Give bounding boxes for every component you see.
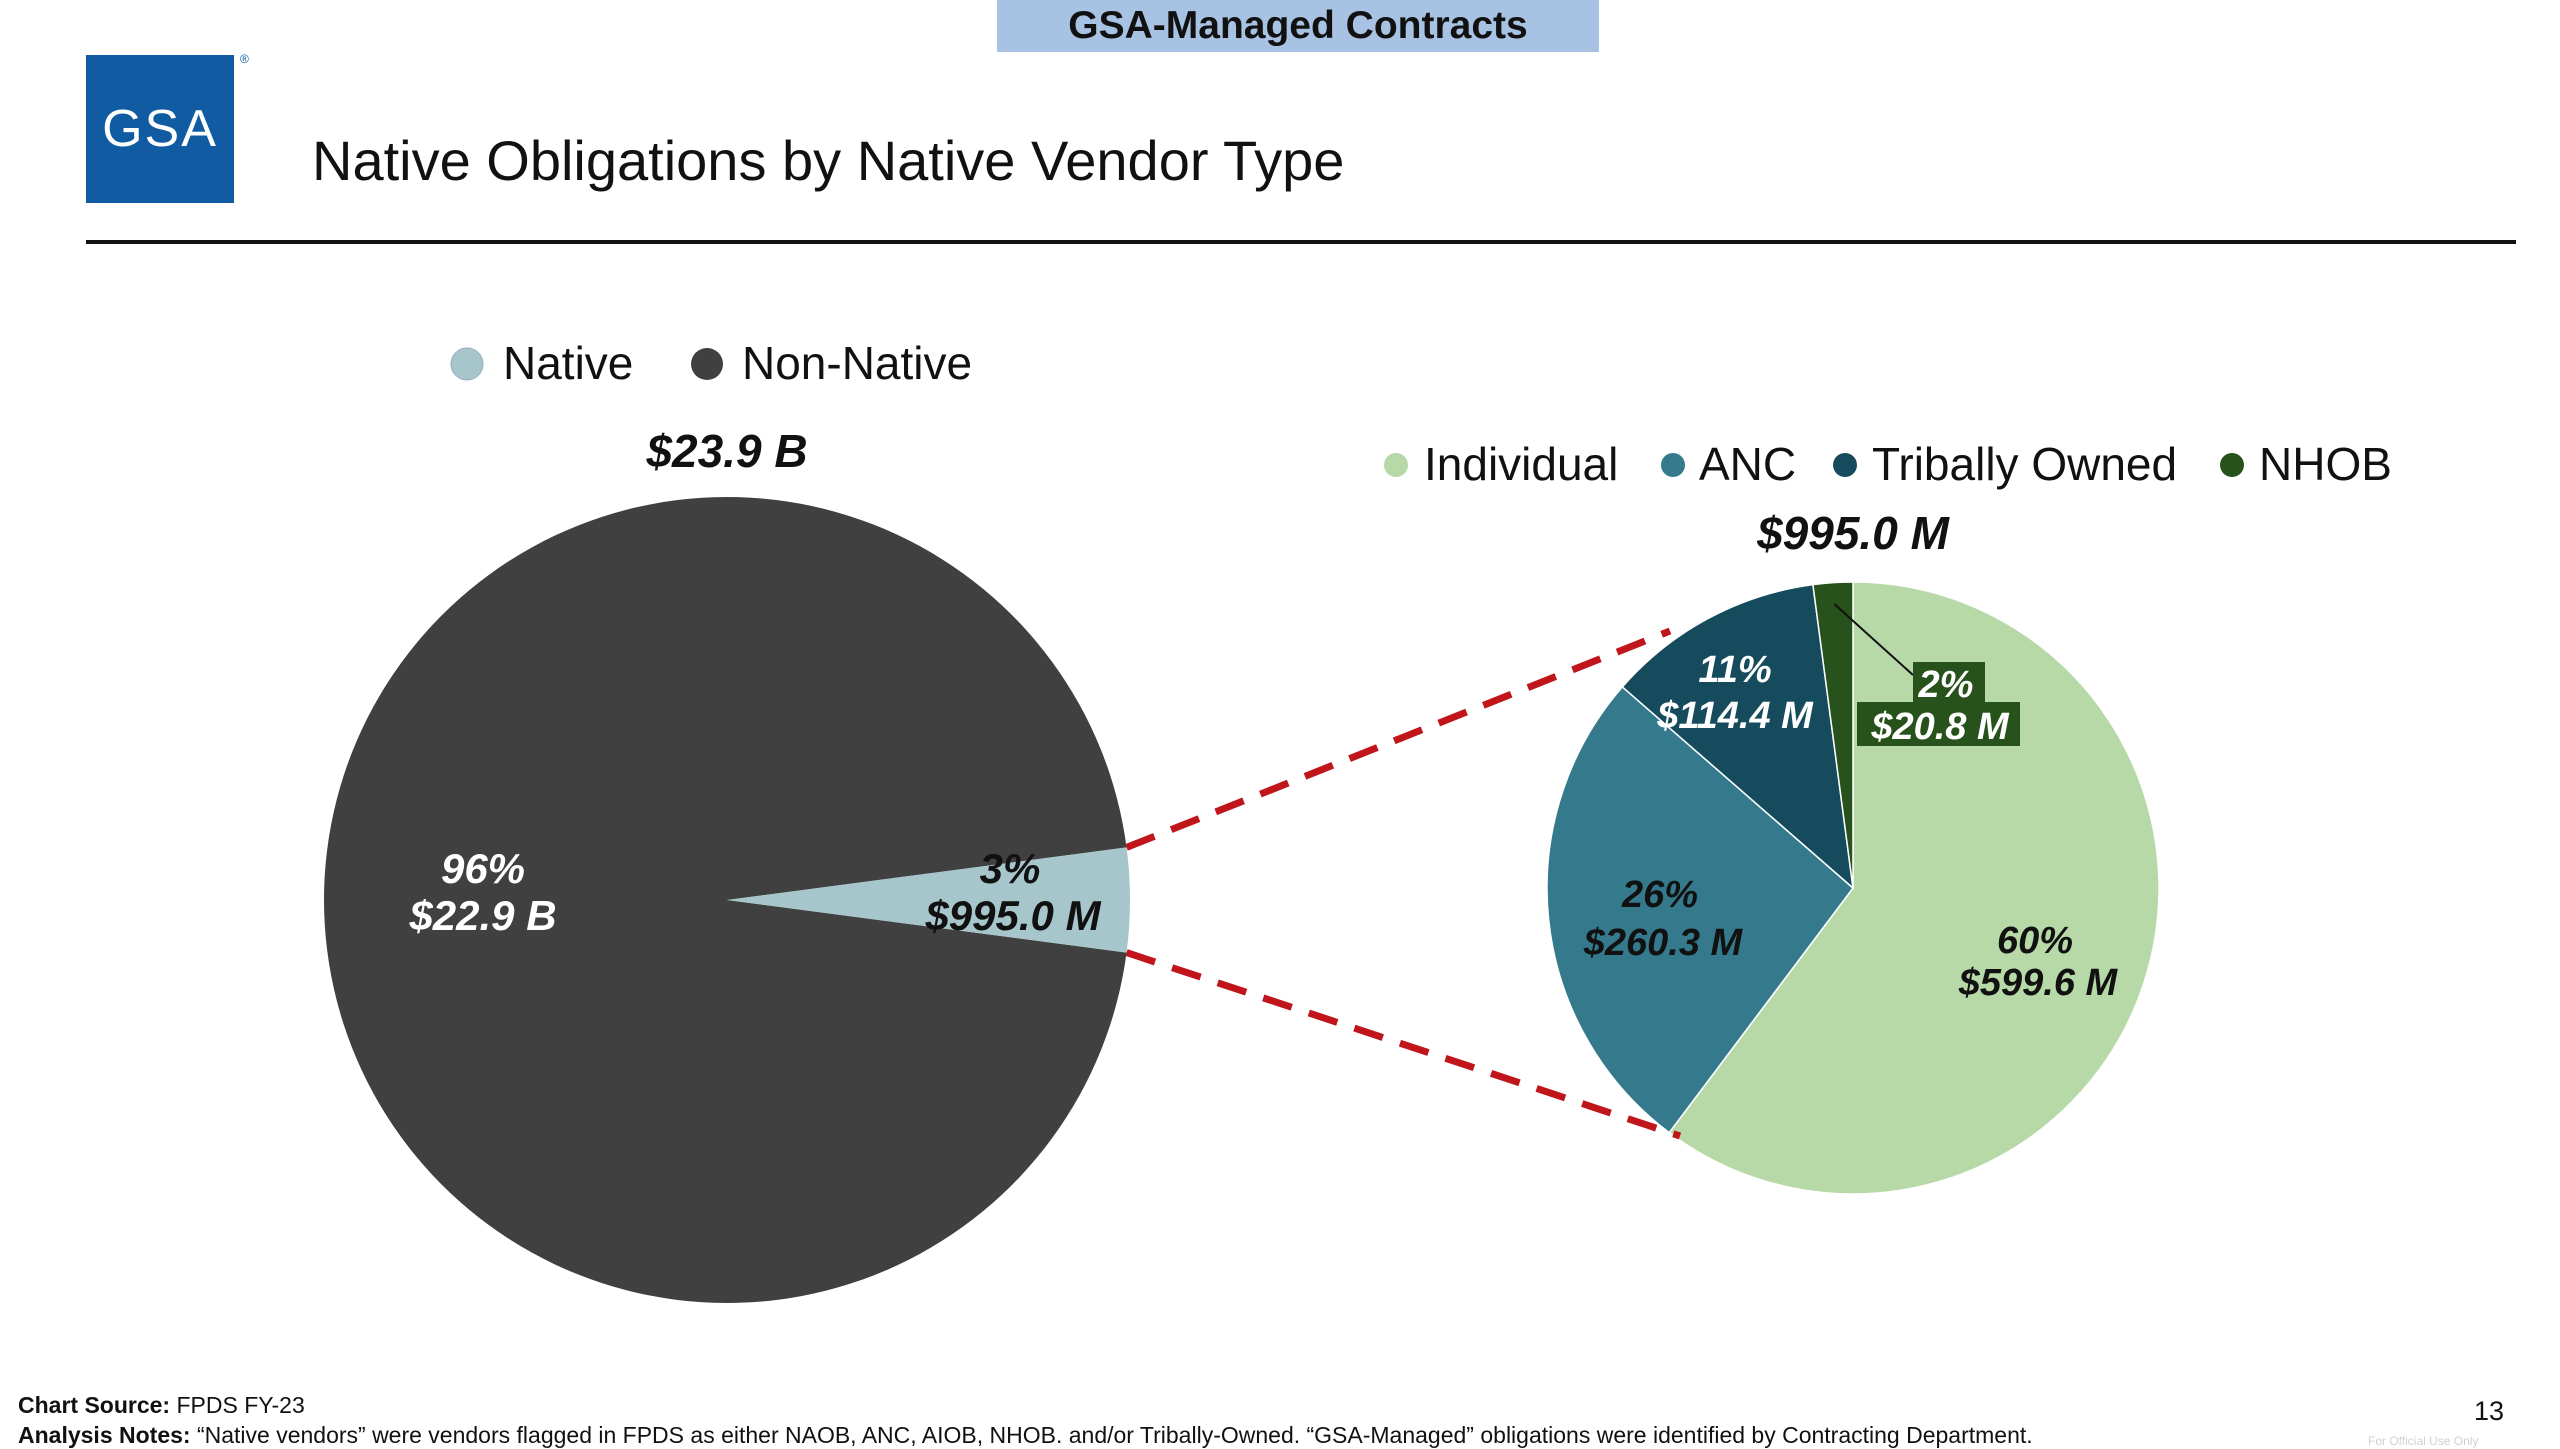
legend-marker-individual [1384, 453, 1408, 477]
legend-marker-native [450, 347, 484, 381]
pie-slice-nhob [1812, 581, 1854, 889]
legend-marker-tribally-owned [1833, 453, 1857, 477]
nhob-callout-box-bottom [1857, 702, 2020, 746]
legend-label-non-native: Non-Native [742, 337, 972, 389]
data-label-tribally-owned-percent: 11% [1698, 649, 1771, 691]
legend-label-individual: Individual [1424, 438, 1618, 490]
pie-slice-native [727, 847, 1131, 953]
legend-label-anc: ANC [1699, 438, 1796, 490]
data-label-non-native-percent: 96% [441, 845, 525, 892]
chart-source-label: Chart Source: [18, 1392, 171, 1418]
analysis-notes: Analysis Notes: “Native vendors” were ve… [18, 1422, 2033, 1449]
legend-label-nhob: NHOB [2259, 438, 2392, 490]
page-title: Native Obligations by Native Vendor Type [312, 129, 1345, 192]
data-label-native-percent: 3% [980, 845, 1041, 892]
legend-marker-nhob [2220, 453, 2244, 477]
analysis-notes-label: Analysis Notes: [18, 1422, 191, 1448]
data-label-anc-value: $260.3 M [1583, 922, 1744, 964]
chart-source: Chart Source: FPDS FY-23 [18, 1392, 305, 1419]
legend-label-native: Native [503, 337, 633, 389]
legend-marker-non-native [691, 348, 723, 380]
data-label-native-value: $995.0 M [924, 892, 1101, 939]
data-label-anc-percent: 26% [1621, 874, 1698, 916]
legend-label-tribally-owned: Tribally Owned [1872, 438, 2177, 490]
pie-slice-anc [1546, 685, 1855, 1134]
legend-marker-anc [1661, 453, 1685, 477]
main-pie-total: $23.9 B [645, 425, 807, 477]
nhob-callout-box-top [1913, 662, 1985, 702]
connector-line-bottom [1125, 949, 1682, 1140]
secondary-pie-total: $995.0 M [1756, 507, 1950, 559]
pie-slice-tribally-owned [1621, 583, 1855, 890]
pie-slice-non-native [324, 496, 1127, 1303]
data-label-nhob-percent: 2% [1918, 664, 1974, 706]
page-number: 13 [2474, 1396, 2505, 1426]
connector-line-top [1125, 627, 1672, 851]
data-label-tribally-owned-value: $114.4 M [1656, 695, 1814, 737]
pie-slice-individual [1668, 581, 2160, 1195]
gsa-logo: GSA [86, 55, 234, 203]
data-label-non-native-value: $22.9 B [408, 892, 556, 939]
section-banner: GSA-Managed Contracts [997, 0, 1599, 52]
data-label-individual-value: $599.6 M [1958, 962, 2119, 1004]
analysis-notes-value: “Native vendors” were vendors flagged in… [196, 1422, 2033, 1448]
data-label-individual-percent: 60% [1997, 920, 2073, 962]
registered-mark: ® [240, 52, 249, 66]
data-label-nhob-value: $20.8 M [1870, 706, 2010, 748]
classification-marking: For Official Use Only [2368, 1434, 2479, 1448]
chart-source-value: FPDS FY-23 [176, 1392, 305, 1418]
nhob-leader-line [1833, 603, 1914, 676]
title-divider [86, 240, 2516, 244]
